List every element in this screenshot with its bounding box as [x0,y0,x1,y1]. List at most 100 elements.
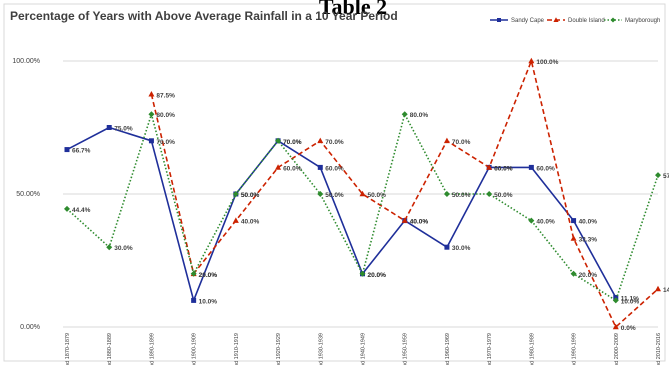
data-point [317,164,323,170]
legend-label: Sandy Cape [511,18,545,24]
data-label: 11.1% [621,295,639,302]
data-label: 44.4% [72,207,91,214]
data-label: 40.0% [579,219,598,226]
data-label: 20.0% [199,272,218,279]
data-point [570,270,577,277]
data-label: 40.0% [241,219,260,226]
data-point [190,270,197,277]
data-point [528,217,535,224]
x-tick-label: eriod 1900-1909 [192,333,198,365]
data-label: 50.0% [452,192,471,199]
x-tick-label: eriod 1960-1969 [445,333,451,365]
y-axis: 0.00% 50.00% 100.00% [12,58,40,331]
x-tick-label: eriod 1880-1889 [107,333,113,365]
legend-label: Double Island [568,18,605,24]
data-label: 10.0% [621,298,640,305]
data-point [401,217,408,223]
data-label: 70.0% [156,139,175,146]
data-label: 50.0% [241,192,260,199]
data-label: 50.0% [494,192,513,199]
data-point [275,164,282,170]
data-label: 60.0% [283,165,302,172]
data-label: 20.0% [199,272,218,279]
y-tick-label: 0.00% [20,324,40,331]
data-label: 20.0% [368,272,387,279]
legend-label: Maryborough [625,18,660,24]
data-point [232,191,239,197]
data-point [148,91,155,97]
data-point [486,191,493,197]
data-label: 14.3% [663,287,669,294]
data-point [317,137,324,144]
data-label: 70.0% [283,139,302,146]
data-label: 33.3% [579,236,598,243]
data-point [232,217,239,223]
legend: Sandy Cape Double Island Maryborough [490,17,660,24]
x-tick-label: eriod 1890-1899 [149,333,155,365]
data-point [359,270,366,277]
data-point [443,191,450,197]
data-point [359,190,366,197]
data-point [106,244,113,251]
data-point [191,297,197,303]
data-label: 60.0% [494,165,513,172]
series-line-sandy-cape [66,126,617,302]
data-label: 50.0% [325,192,344,199]
data-point [655,172,661,179]
data-label: 57.1% [663,173,669,180]
legend-marker [610,17,616,23]
data-label: 0.0% [621,325,636,332]
data-labels: 66.7% 75.0% 70.0% 10.0% 50.0% 70.0% 60.0% 20.0%… [72,59,669,332]
gridlines [63,60,658,328]
data-label: 60.0% [536,165,555,172]
x-axis: eriod 1870-1879 eriod 1880-1889 eriod 1890… [65,333,662,365]
x-tick-label: eriod 1920-1929 [276,333,282,365]
x-tick-label: eriod 1990-1999 [572,333,578,365]
chart-title: Percentage of Years with Above Average R… [10,9,398,23]
data-point [612,297,619,304]
x-tick-label: eriod 1870-1879 [65,333,71,365]
y-tick-label: 100.00% [12,58,40,65]
data-point [571,218,577,224]
data-point [401,111,408,118]
data-point [106,125,112,130]
x-tick-label: eriod 1980-1989 [529,333,535,365]
data-label: 66.7% [72,148,91,155]
data-label: 40.0% [410,219,429,226]
data-label: 80.0% [156,112,175,119]
data-label: 80.0% [410,112,429,119]
data-point [570,235,577,241]
data-label: 40.0% [410,219,429,226]
data-label: 60.0% [325,165,344,172]
data-point [148,111,155,118]
x-tick-label: eriod 1930-1939 [318,333,324,365]
data-label: 87.5% [156,92,175,99]
x-tick-label: eriod 1940-1949 [361,333,367,365]
data-point [317,191,324,197]
x-tick-label: eriod 1910-1919 [234,333,240,365]
data-point [528,164,534,170]
data-point [444,244,450,250]
data-label: 75.0% [114,126,133,133]
data-point [148,138,154,144]
header-text: Table 2 [319,0,387,19]
data-point [486,164,493,170]
data-point [655,285,661,292]
series-group [64,57,661,330]
x-tick-label: eriod 1950-1959 [403,333,409,365]
data-point [64,205,70,212]
data-label: 100.0% [536,59,558,66]
legend-marker [497,18,501,22]
data-label: 10.0% [199,298,218,305]
data-point [64,147,70,153]
data-label: 50.0% [241,192,260,199]
legend-marker [553,17,559,22]
data-label: 30.0% [452,245,471,252]
data-label: 30.0% [114,245,133,252]
x-tick-label: eriod 2000-2009 [614,333,620,365]
data-point [528,57,535,64]
x-tick-label: eriod 1970-1979 [487,333,493,365]
data-label: 70.0% [283,139,302,146]
